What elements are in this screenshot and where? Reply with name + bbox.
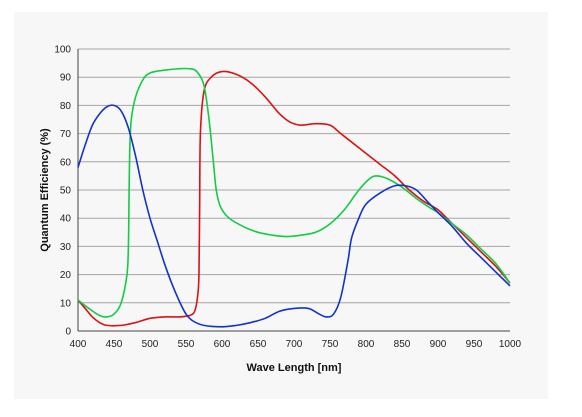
- x-tick-label: 600: [214, 339, 231, 350]
- x-tick-label: 900: [430, 339, 447, 350]
- grid-lines: [78, 48, 510, 332]
- quantum-efficiency-chart: 0 10 20 30 40 50 60 70 80 90 100 400 450 500 550 600 65…: [39, 45, 522, 375]
- x-tick-label: 850: [394, 339, 411, 350]
- y-tick-label: 50: [60, 186, 72, 197]
- series-lines: [77, 67, 511, 328]
- x-tick-label: 1000: [499, 339, 522, 350]
- x-tick-labels: 400 450 500 550 600 650 700 750 800 850 900 950 1000: [70, 339, 522, 350]
- x-tick-label: 800: [358, 339, 375, 350]
- x-tick-label: 700: [286, 339, 303, 350]
- x-tick-label: 450: [106, 339, 123, 350]
- y-tick-labels: 0 10 20 30 40 50 60 70 80 90 100: [54, 45, 71, 338]
- y-tick-label: 0: [65, 327, 71, 338]
- x-tick-label: 400: [70, 339, 87, 350]
- chart-card: 0 10 20 30 40 50 60 70 80 90 100 400 450 500 550 600 65…: [14, 12, 548, 399]
- y-tick-label: 90: [60, 73, 72, 84]
- series-line: [77, 67, 511, 318]
- y-tick-label: 80: [60, 101, 72, 112]
- x-tick-label: 550: [178, 339, 195, 350]
- x-tick-label: 750: [322, 339, 339, 350]
- series-line: [77, 104, 511, 328]
- y-tick-label: 20: [60, 270, 72, 281]
- x-axis-title: Wave Length [nm]: [247, 362, 342, 374]
- x-tick-label: 500: [142, 339, 159, 350]
- y-tick-label: 100: [54, 45, 71, 56]
- series-line: [77, 70, 511, 327]
- y-tick-label: 40: [60, 214, 72, 225]
- y-tick-label: 10: [60, 298, 72, 309]
- y-axis-title: Quantum Efficiency (%): [39, 128, 51, 252]
- y-tick-label: 30: [60, 242, 72, 253]
- y-tick-label: 60: [60, 157, 72, 168]
- x-tick-label: 650: [250, 339, 267, 350]
- x-tick-label: 950: [466, 339, 483, 350]
- y-tick-label: 70: [60, 129, 72, 140]
